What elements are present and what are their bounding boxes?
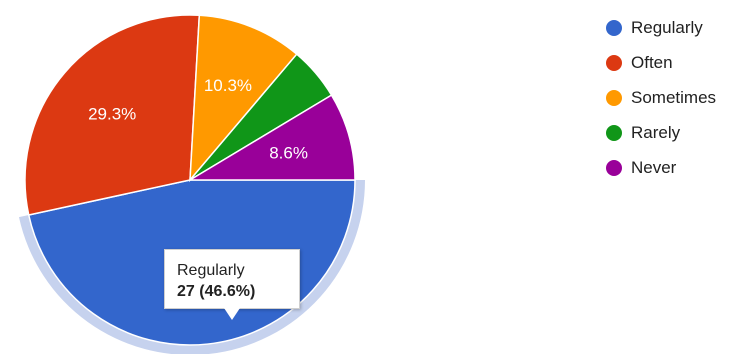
slice-percent-label-often: 29.3% (88, 105, 136, 124)
slice-percent-label-sometimes: 10.3% (204, 76, 252, 95)
legend-item-never[interactable]: Never (606, 150, 716, 185)
slice-tooltip: Regularly 27 (46.6%) (164, 249, 300, 309)
slice-percent-label-never: 8.6% (269, 144, 308, 163)
legend-label: Regularly (631, 17, 703, 37)
pie-slice-often[interactable] (24, 14, 201, 216)
legend-item-regularly[interactable]: Regularly (606, 10, 716, 45)
pie-slice-never[interactable] (187, 94, 356, 181)
legend-label: Sometimes (631, 87, 717, 107)
legend-label: Often (631, 52, 673, 72)
pie-slice-sometimes[interactable] (189, 14, 298, 183)
legend-item-rarely[interactable]: Rarely (606, 115, 716, 150)
legend-item-often[interactable]: Often (606, 45, 716, 80)
chart-legend: Regularly Often Sometimes Rarely Never (606, 10, 716, 185)
legend-item-sometimes[interactable]: Sometimes (606, 80, 716, 115)
legend-swatch-often (606, 54, 622, 71)
legend-swatch-rarely (606, 124, 622, 141)
legend-swatch-sometimes (606, 89, 622, 106)
tooltip-pointer (224, 308, 240, 320)
tooltip-title: Regularly (177, 262, 245, 279)
tooltip-value: 27 (46.6%) (177, 283, 256, 300)
legend-label: Never (631, 157, 677, 177)
legend-swatch-regularly (606, 19, 622, 36)
legend-label: Rarely (631, 122, 681, 142)
legend-swatch-never (606, 159, 622, 176)
